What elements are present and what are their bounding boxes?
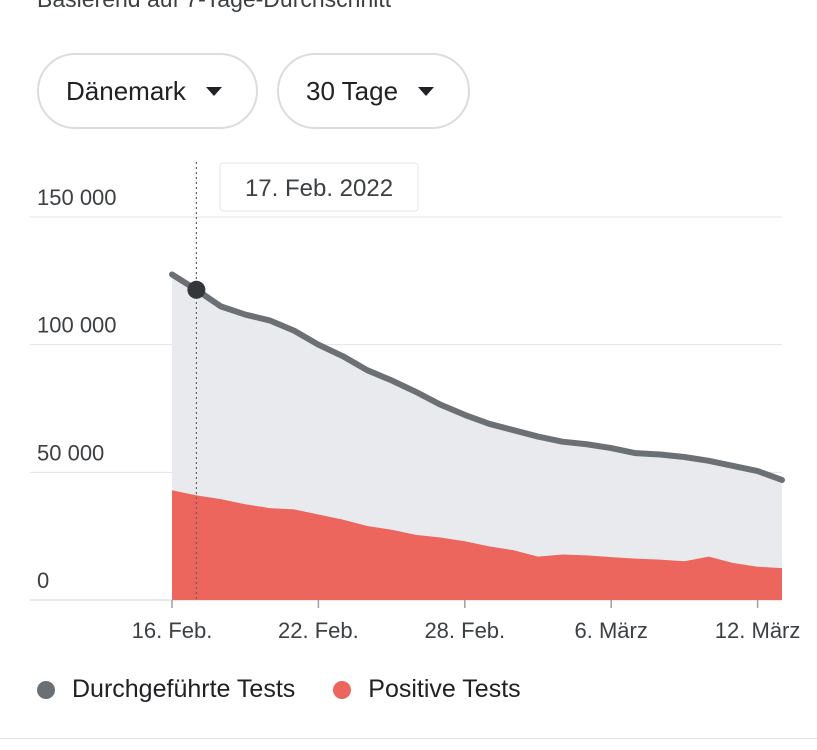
date-tooltip: 17. Feb. 2022: [219, 162, 419, 212]
positive-point: [657, 557, 663, 563]
tests-point: [535, 434, 541, 440]
tests-point: [657, 451, 663, 457]
positive-point: [218, 496, 224, 502]
legend-label-tests: Durchgeführte Tests: [72, 675, 296, 703]
tests-point: [291, 328, 297, 334]
tests-point: [340, 353, 346, 359]
tooltip-box: [219, 162, 419, 212]
positive-point: [315, 511, 321, 517]
hover-indicator: 17. Feb. 2022: [187, 162, 419, 600]
hover-point: [187, 280, 206, 299]
positive-point: [462, 538, 468, 544]
tests-point: [169, 271, 175, 277]
tests-point: [779, 477, 785, 483]
tests-point: [315, 342, 321, 348]
positive-point: [364, 523, 370, 529]
triangle-down-icon: [205, 86, 222, 96]
tests-area-chart[interactable]: 0 50 000 100 000 150 000 16. Feb. 22. Feb. 28.…: [0, 140, 817, 650]
positive-point: [681, 558, 687, 564]
tests-point: [681, 454, 687, 460]
positive-point: [340, 517, 346, 523]
positive-point: [169, 487, 175, 493]
x-tick-label: 28. Feb.: [424, 618, 505, 643]
positive-point: [559, 552, 565, 558]
country-dropdown[interactable]: Dänemark: [37, 53, 258, 129]
tests-line: [169, 271, 785, 483]
time-range-dropdown-label: 30 Tage: [306, 75, 399, 106]
x-tick-label: 22. Feb.: [278, 618, 359, 643]
tests-point: [559, 439, 565, 445]
tests-point: [218, 303, 224, 309]
positive-point: [608, 554, 614, 560]
positive-point: [413, 532, 419, 538]
tests-point: [633, 450, 639, 456]
legend-item-positive[interactable]: Positive Tests: [333, 675, 521, 704]
tests-point: [755, 468, 761, 474]
x-tick-label: 12. März: [715, 618, 801, 643]
chart-subtitle: Basierend auf 7-Tage-Durchschnitt: [37, 0, 391, 13]
tests-point: [511, 427, 517, 433]
triangle-down-icon: [418, 86, 435, 96]
circle-dot-icon: [37, 680, 55, 699]
legend-item-tests[interactable]: Durchgeführte Tests: [37, 675, 295, 704]
positive-point: [584, 552, 590, 558]
tests-point: [730, 463, 736, 469]
tests-point: [486, 421, 492, 427]
positive-point: [511, 547, 517, 553]
y-tick-label: 50 000: [37, 440, 104, 465]
tests-point: [608, 445, 614, 451]
tests-point: [437, 402, 443, 408]
time-range-dropdown[interactable]: 30 Tage: [277, 53, 470, 129]
positive-point: [779, 565, 785, 571]
chart-lines: [169, 271, 785, 571]
tests-point: [364, 367, 370, 373]
tests-point: [389, 377, 395, 383]
positive-tests-area: [172, 490, 782, 600]
divider: [0, 738, 817, 739]
chart-areas: [172, 274, 782, 600]
tests-point: [462, 412, 468, 418]
positive-point: [389, 527, 395, 533]
positive-point: [730, 560, 736, 566]
y-tick-label: 0: [37, 568, 49, 593]
tooltip-date: 17. Feb. 2022: [245, 175, 393, 202]
tests-point: [267, 317, 273, 323]
country-dropdown-label: Dänemark: [66, 75, 186, 106]
circle-dot-icon: [333, 680, 352, 699]
chart-axes: 0 50 000 100 000 150 000 16. Feb. 22. Feb. 28.…: [37, 185, 800, 643]
chart-legend: Durchgeführte Tests Positive Tests: [37, 675, 559, 704]
x-tick-label: 6. März: [575, 618, 648, 643]
positive-point: [535, 554, 541, 560]
y-tick-label: 100 000: [37, 313, 117, 338]
positive-point: [486, 543, 492, 549]
positive-point: [291, 506, 297, 512]
tests-point: [584, 441, 590, 447]
positive-point: [706, 554, 712, 560]
tests-point: [706, 458, 712, 464]
legend-label-positive: Positive Tests: [368, 675, 521, 703]
positive-point: [267, 505, 273, 511]
y-tick-label: 150 000: [37, 185, 117, 210]
tests-point: [413, 389, 419, 395]
tests-point: [242, 312, 248, 318]
positive-point: [242, 501, 248, 507]
positive-point: [437, 534, 443, 540]
x-tick-label: 16. Feb.: [132, 618, 213, 643]
positive-point: [633, 556, 639, 562]
positive-point: [755, 564, 761, 570]
